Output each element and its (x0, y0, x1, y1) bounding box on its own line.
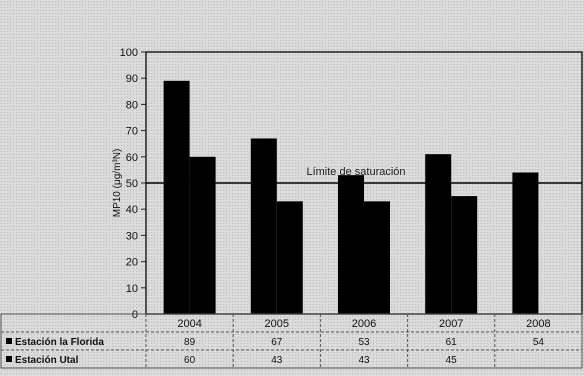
bar-la-florida-2004 (163, 80, 190, 314)
y-tick-label: 80 (126, 99, 138, 111)
legend-swatch (6, 356, 12, 362)
bar-la-florida-2005 (250, 138, 277, 314)
data-label: 60 (184, 355, 196, 366)
y-tick-label: 0 (132, 309, 138, 321)
bar-utal-2005 (276, 201, 303, 314)
y-tick-label: 50 (126, 178, 138, 190)
y-tick-label: 60 (126, 152, 138, 164)
data-table: 2004 2005 2006 2007 2008 Estación la Florida 8… (0, 313, 583, 369)
bar-la-florida-2006 (338, 175, 364, 314)
bar-utal-2007 (451, 196, 478, 314)
y-tick-label: 20 (126, 257, 138, 269)
y-tick-label: 70 (126, 126, 138, 138)
data-label: 67 (271, 337, 283, 348)
legend-entry: Estación la Florida (15, 337, 104, 348)
x-category-label: 2008 (526, 318, 550, 330)
bar-utal-2004 (189, 156, 216, 314)
y-tick-label: 10 (126, 283, 138, 295)
y-tick-label: 100 (120, 47, 138, 59)
data-label: 45 (446, 355, 458, 366)
legend-swatch (6, 338, 12, 344)
bar-utal-2006 (364, 201, 390, 314)
y-tick-label: 40 (126, 204, 138, 216)
bar-la-florida-2007 (425, 154, 452, 314)
data-label: 43 (271, 355, 283, 366)
data-label: 61 (446, 337, 458, 348)
bars (163, 80, 539, 314)
data-label: 89 (184, 337, 196, 348)
data-label: 53 (358, 337, 370, 348)
saturation-limit-label: Límite de saturación (306, 166, 405, 178)
data-label: 54 (533, 337, 545, 348)
legend-entry: Estación Utal (15, 355, 79, 366)
bar-la-florida-2008 (512, 172, 539, 314)
data-label: 43 (358, 355, 370, 366)
x-category-label: 2007 (439, 318, 463, 330)
x-category-label: 2004 (177, 318, 201, 330)
y-axis-label: MP10 (μg/m³N) (112, 149, 123, 218)
x-category-label: 2005 (265, 318, 289, 330)
y-axis: 0 10 20 30 40 50 60 70 80 90 100 (120, 47, 147, 321)
y-tick-label: 90 (126, 73, 138, 85)
y-tick-label: 30 (126, 230, 138, 242)
x-category-label: 2006 (352, 318, 376, 330)
